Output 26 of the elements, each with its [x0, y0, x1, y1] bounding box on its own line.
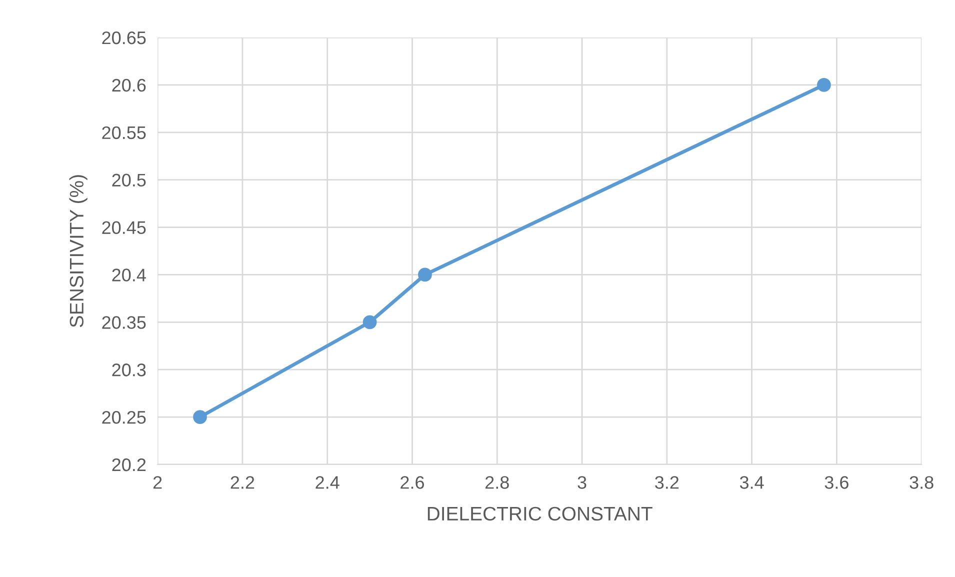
x-axis-title: DIELECTRIC CONSTANT	[428, 506, 652, 521]
y-tick-label: 20.3	[112, 364, 146, 376]
point	[362, 315, 377, 330]
x-tick-label: 2	[153, 476, 162, 489]
y-tick-label: 20.45	[102, 221, 146, 234]
x-tick-label: 3.4	[740, 476, 764, 489]
point	[418, 268, 432, 282]
y-tick-label: 20.35	[102, 316, 146, 329]
y-axis-title: SENSITIVITY (%)	[69, 175, 88, 328]
y-tick-label: 20.65	[102, 31, 146, 44]
x-tick-label: 2.8	[485, 476, 509, 489]
x-tick-label: 3.2	[655, 476, 679, 489]
y-tick-label: 20.5	[112, 174, 146, 187]
x-tick-label: 3.6	[824, 476, 848, 489]
point	[817, 78, 831, 92]
y-tick-label: 20.55	[102, 126, 146, 140]
x-tick-label: 3.8	[910, 476, 934, 489]
x-tick-label: 3	[578, 476, 586, 489]
x-tick-label: 2.2	[230, 476, 254, 489]
x-tick-label: 2.4	[316, 476, 340, 489]
y-tick-label: 20.6	[112, 78, 146, 92]
point	[193, 410, 207, 424]
y-tick-label: 20.25	[102, 410, 146, 424]
x-tick-label: 2.6	[400, 476, 424, 489]
y-tick-label: 20.2	[112, 458, 146, 472]
y-tick-label: 20.4	[112, 268, 146, 282]
